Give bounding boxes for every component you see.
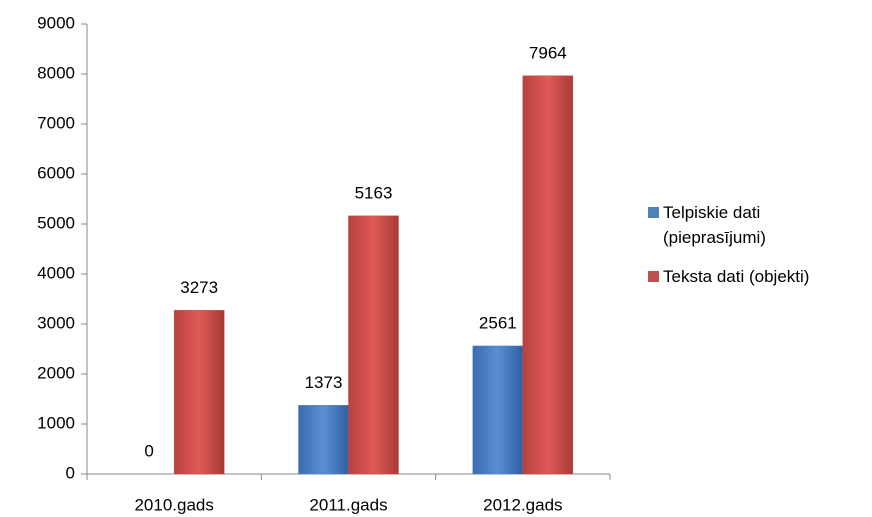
legend-swatch <box>648 271 659 282</box>
data-label: 1373 <box>305 373 343 392</box>
legend-entry: Telpiskie dati (pieprasījumi) <box>648 200 813 250</box>
y-tick-label: 8000 <box>37 63 75 82</box>
data-label: 2561 <box>479 313 517 332</box>
y-tick-label: 3000 <box>37 313 75 332</box>
x-tick-label: 2012.gads <box>483 495 562 514</box>
legend-entry: Teksta dati (objekti) <box>648 264 813 289</box>
data-label: 7964 <box>529 43 567 62</box>
y-tick-label: 4000 <box>37 263 75 282</box>
bar <box>173 310 225 475</box>
legend: Telpiskie dati (pieprasījumi) Teksta dati… <box>648 200 813 303</box>
bar <box>298 405 349 475</box>
y-tick-label: 6000 <box>37 163 75 182</box>
x-tick-label: 2010.gads <box>134 495 213 514</box>
bar <box>472 345 524 475</box>
legend-label: Telpiskie dati (pieprasījumi) <box>663 203 766 247</box>
y-tick-label: 7000 <box>37 113 75 132</box>
y-tick-label: 2000 <box>37 363 75 382</box>
legend-label: Teksta dati (objekti) <box>663 267 810 286</box>
bar <box>522 75 574 475</box>
legend-swatch <box>648 207 659 218</box>
y-tick-label: 5000 <box>37 213 75 232</box>
bar <box>348 215 399 475</box>
data-label: 5163 <box>355 183 393 202</box>
y-tick-label: 1000 <box>37 413 75 432</box>
y-tick-label: 9000 <box>37 13 75 32</box>
data-label: 3273 <box>180 278 218 297</box>
y-tick-label: 0 <box>66 463 75 482</box>
data-label: 0 <box>144 441 153 460</box>
x-tick-label: 2011.gads <box>309 495 387 514</box>
